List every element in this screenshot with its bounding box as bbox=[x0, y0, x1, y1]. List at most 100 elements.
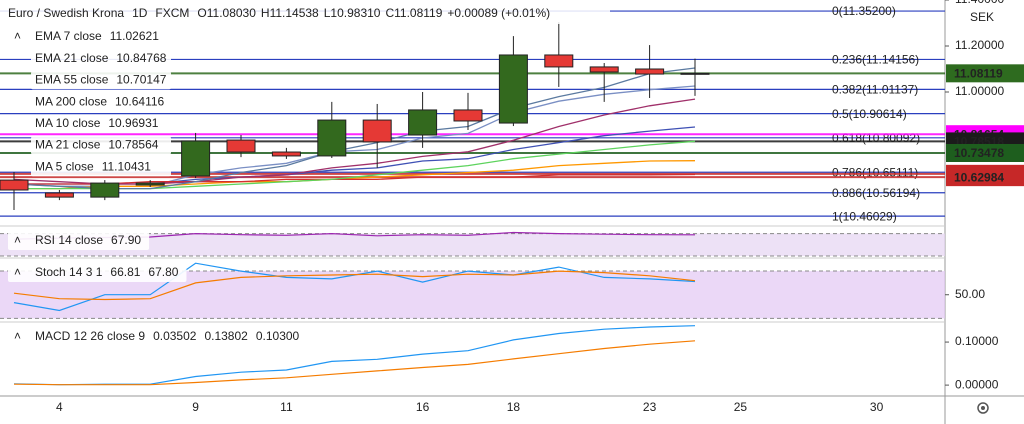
price-tag-label: 11.08119 bbox=[954, 66, 1003, 80]
fib-label: 0.5(10.90614) bbox=[832, 107, 907, 121]
ma-line bbox=[13, 98, 696, 185]
fib-label: 0.886(10.56194) bbox=[832, 186, 920, 200]
y-tick-label: 0.00000 bbox=[955, 377, 999, 391]
price-tag bbox=[946, 64, 1024, 83]
ma-line bbox=[14, 173, 696, 185]
candle-body bbox=[408, 109, 438, 136]
x-tick-label: 25 bbox=[734, 400, 748, 414]
price-tag bbox=[946, 144, 1024, 163]
collapse-toggle: ˄ bbox=[14, 233, 21, 247]
legend-value: 10.96931 bbox=[108, 116, 158, 130]
candle-body bbox=[680, 72, 710, 75]
legend-value: 0.13802 bbox=[204, 329, 248, 343]
legend-bg bbox=[8, 232, 150, 250]
gear-hub[interactable] bbox=[981, 406, 985, 410]
legend-value: 10.64116 bbox=[115, 94, 164, 108]
candle-body bbox=[362, 119, 392, 143]
interval: 1D bbox=[132, 6, 148, 20]
legend-name: MA 5 close bbox=[35, 159, 94, 173]
candle-body bbox=[135, 182, 165, 186]
settings-icon[interactable] bbox=[977, 402, 989, 414]
header-bg bbox=[0, 4, 610, 24]
ohlc-value: L10.98310 bbox=[324, 6, 381, 20]
legend-item: ˄ Stoch 14 3 1 66.81 67.80 bbox=[8, 264, 187, 282]
y-tick-label: 11.20000 bbox=[955, 38, 1004, 52]
source: FXCM bbox=[155, 6, 189, 20]
legend-name: EMA 7 close bbox=[35, 29, 102, 43]
legend-item: EMA 21 close 10.84768 bbox=[31, 49, 171, 68]
price-tag bbox=[946, 168, 1024, 187]
x-tick-label: 9 bbox=[192, 400, 199, 414]
legend-bg bbox=[31, 49, 171, 68]
x-tick-label: 30 bbox=[870, 400, 884, 414]
fib-label: 0.382(11.01137) bbox=[832, 83, 918, 97]
legend-bg bbox=[8, 328, 308, 346]
price-tag-label: 10.73478 bbox=[954, 146, 1004, 160]
collapse-toggle: ˄ bbox=[14, 29, 21, 43]
legend-value: 0.10300 bbox=[256, 329, 300, 343]
legend-value: 11.02621 bbox=[110, 29, 159, 43]
price-tag-label: 10.62984 bbox=[954, 170, 1004, 184]
collapse-toggle: ˄ bbox=[14, 329, 21, 343]
band bbox=[0, 233, 945, 256]
y-tick-label: 50.00 bbox=[955, 287, 985, 301]
candle-body bbox=[317, 119, 347, 157]
y-tick-label: 11.00000 bbox=[955, 84, 1004, 98]
candle-body bbox=[0, 179, 29, 191]
fib-label: 1(10.46029) bbox=[832, 209, 897, 223]
fib-label: 0.786(10.65111) bbox=[832, 165, 918, 179]
ohlc-value: C11.08119 bbox=[385, 6, 442, 20]
legend-value: 10.70147 bbox=[116, 73, 166, 87]
legend-item: EMA 55 close 10.70147 bbox=[31, 71, 171, 90]
x-tick-label: 4 bbox=[56, 400, 63, 414]
y-tick-label: 11.40000 bbox=[955, 0, 1004, 6]
ma-line bbox=[14, 160, 696, 190]
fib-label: 0.236(11.14156) bbox=[832, 53, 919, 67]
candle-body bbox=[90, 182, 120, 198]
header: Euro / Swedish Krona 1D FXCM O11.08030 H11.1… bbox=[0, 4, 610, 24]
candle-body bbox=[453, 109, 483, 122]
fib-label: 0.618(10.80092) bbox=[832, 131, 920, 145]
collapse-toggle: ˄ bbox=[14, 265, 21, 279]
candle-body bbox=[589, 66, 619, 73]
legend-value: 67.80 bbox=[148, 265, 178, 279]
y-tick-label: 0.10000 bbox=[955, 334, 999, 348]
legend-value: 11.10431 bbox=[102, 159, 151, 173]
candle-body bbox=[181, 140, 211, 177]
legend-item: MA 200 close 10.64116 bbox=[31, 93, 171, 112]
legend-item: ˄ RSI 14 close 67.90 bbox=[8, 232, 150, 250]
candle-body bbox=[271, 151, 301, 157]
legend-value: 10.78564 bbox=[108, 138, 158, 152]
indicator-line bbox=[13, 270, 696, 301]
legend-bg bbox=[31, 158, 171, 177]
ma-line bbox=[13, 67, 696, 190]
legend-item: ˄ MACD 12 26 close 9 0.03502 0.13802 0.10300 bbox=[8, 328, 308, 346]
legend-name: EMA 21 close bbox=[35, 51, 109, 65]
indicator-name: RSI 14 close bbox=[35, 233, 103, 247]
indicator-pane bbox=[0, 231, 945, 257]
candle-body bbox=[635, 68, 665, 75]
ohlc-value: +0.00089 (+0.01%) bbox=[447, 6, 550, 20]
gear[interactable] bbox=[977, 402, 989, 414]
legend-item: MA 21 close 10.78564 bbox=[31, 136, 171, 155]
legend-value: 10.84768 bbox=[116, 51, 166, 65]
legend-name: MA 200 close bbox=[35, 94, 107, 108]
candle-body bbox=[498, 54, 528, 124]
indicator-line bbox=[13, 340, 696, 386]
symbol-title: Euro / Swedish Krona bbox=[8, 6, 124, 20]
legend-item: MA 10 close 10.96931 bbox=[31, 114, 171, 133]
indicator-name: MACD 12 26 close 9 bbox=[35, 329, 145, 343]
currency-label: SEK bbox=[970, 10, 994, 24]
ohlc-value: O11.08030 bbox=[197, 6, 256, 20]
indicator-pane bbox=[13, 325, 696, 386]
legend-value: 67.90 bbox=[111, 233, 141, 247]
legend-item: MA 5 close 11.10431 bbox=[31, 158, 171, 177]
legend-item: EMA 7 close 11.02621 bbox=[31, 28, 171, 46]
x-tick-label: 18 bbox=[507, 400, 521, 414]
x-tick-label: 11 bbox=[280, 400, 293, 414]
legend-bg bbox=[31, 93, 171, 112]
x-tick-label: 16 bbox=[416, 400, 430, 414]
candle-body bbox=[544, 54, 574, 68]
x-tick-label: 23 bbox=[643, 400, 657, 414]
